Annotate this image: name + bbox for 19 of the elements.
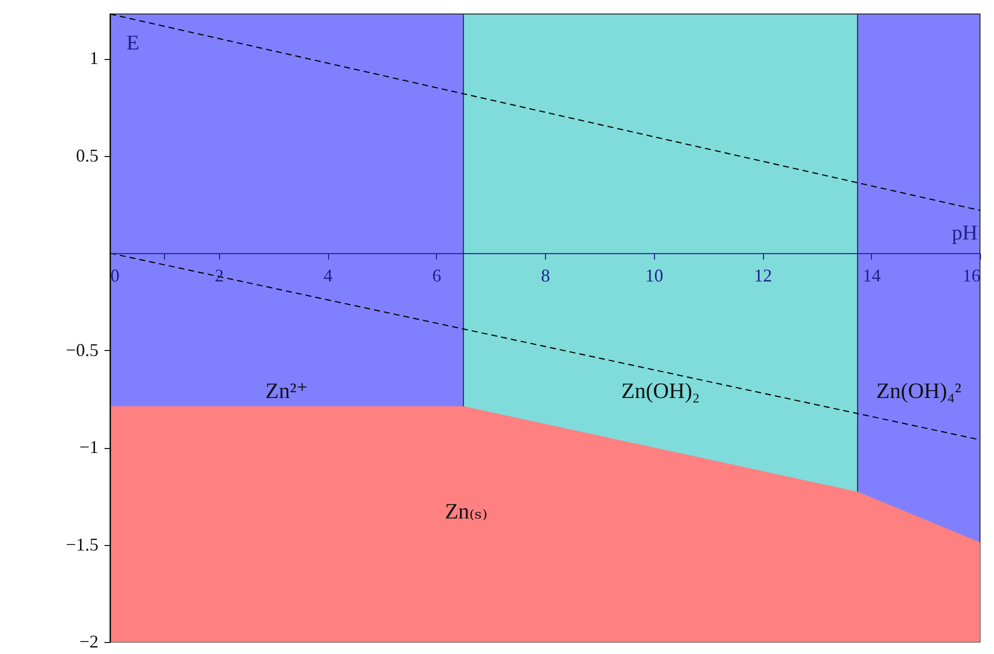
x-axis-title: pH <box>952 220 978 245</box>
y-tick-label: −2 <box>79 632 98 652</box>
band-label: Zn(OH)₂ <box>621 378 700 403</box>
y-axis-title: E <box>126 30 140 54</box>
band-label: Zn(OH)₄² <box>876 378 962 403</box>
x-tick-label: 10 <box>645 266 664 286</box>
x-tick-label: 14 <box>862 266 881 286</box>
x-tick-label: 4 <box>324 266 332 286</box>
y-tick-label: −1 <box>79 437 98 458</box>
y-tick-label: −1.5 <box>66 534 98 554</box>
y-tick-label: 0.5 <box>76 145 98 166</box>
x-tick-label: 8 <box>541 266 550 286</box>
x-tick-label: 6 <box>432 266 442 286</box>
band-label: Zn²⁺ <box>265 378 308 403</box>
y-tick-label: −0.5 <box>66 340 98 360</box>
annotation: Zn₍ₛ₎ <box>444 498 488 524</box>
y-tick-label: 1 <box>90 48 98 68</box>
x-tick-label: 0 <box>110 266 120 286</box>
x-tick-label: 12 <box>754 266 772 286</box>
